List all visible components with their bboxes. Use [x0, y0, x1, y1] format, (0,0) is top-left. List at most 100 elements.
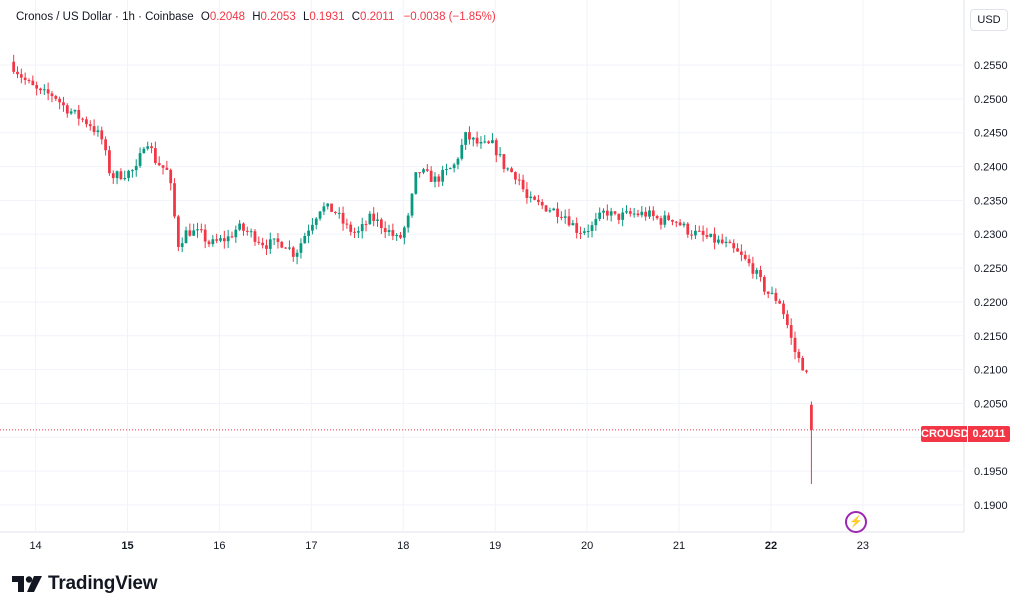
time-tick-label: 20: [581, 540, 593, 552]
open-label: O: [200, 11, 210, 23]
price-tick-label: 0.2500: [974, 94, 1008, 106]
candle-body: [257, 241, 261, 243]
candle-body: [268, 239, 272, 249]
candle-body: [663, 215, 667, 225]
candle: [284, 246, 287, 249]
candle-body: [77, 109, 81, 119]
candle-body: [119, 171, 123, 180]
candle-body: [609, 211, 613, 216]
candle: [353, 227, 356, 238]
candle: [12, 54, 16, 74]
high-value: 0.2053: [260, 11, 296, 23]
candle-body: [65, 105, 69, 114]
candle-body: [625, 211, 628, 213]
candlestick-series: [12, 54, 813, 484]
candle-body: [594, 218, 598, 226]
candle: [540, 199, 544, 210]
candle-body: [728, 241, 732, 244]
candle-body: [219, 238, 222, 241]
currency-button[interactable]: USD: [970, 9, 1008, 31]
candle: [215, 233, 219, 244]
candle: [655, 214, 659, 220]
candle: [498, 147, 502, 158]
candle: [138, 147, 142, 168]
candle: [494, 138, 498, 163]
candle-body: [123, 177, 127, 180]
candle-body: [276, 238, 280, 242]
candle-body: [134, 165, 138, 171]
candle: [234, 225, 238, 243]
candle: [161, 165, 165, 175]
candle-body: [39, 88, 42, 91]
candle-body: [299, 243, 303, 253]
candle-body: [31, 80, 35, 86]
candle: [770, 286, 774, 295]
candle-body: [207, 241, 211, 245]
candle: [318, 210, 322, 221]
candle-body: [797, 351, 801, 358]
candle-body: [383, 228, 387, 233]
candle: [694, 224, 697, 240]
candle: [272, 238, 276, 246]
candle-body: [295, 252, 299, 257]
candle: [23, 72, 27, 85]
candle-body: [395, 235, 399, 237]
change-value: −0.0038 (−1.85%): [403, 11, 496, 23]
candle: [16, 66, 19, 79]
candle: [65, 103, 69, 118]
time-tick-label: 14: [29, 540, 41, 552]
candle-body: [334, 211, 337, 214]
candle-body: [222, 238, 226, 242]
candle: [671, 219, 674, 226]
candle: [774, 288, 778, 305]
candle-body: [682, 223, 686, 226]
candle: [575, 217, 579, 239]
candle: [674, 221, 678, 228]
candle-body: [81, 118, 84, 120]
candle-body: [552, 208, 556, 211]
tradingview-logo[interactable]: TradingView: [12, 573, 158, 595]
price-tick-label: 0.2450: [974, 128, 1008, 140]
candle-body: [234, 229, 238, 238]
candle: [196, 222, 199, 238]
candle: [157, 156, 161, 167]
candle: [571, 219, 575, 226]
candle: [793, 331, 797, 360]
candle: [345, 218, 349, 229]
candle-body: [437, 176, 441, 182]
candle-body: [253, 231, 257, 242]
symbol-title[interactable]: Cronos / US Dollar · 1h · Coinbase: [16, 11, 194, 23]
candle: [801, 355, 805, 371]
candle: [368, 211, 372, 225]
candle-body: [471, 137, 475, 140]
candle: [73, 109, 77, 115]
candle: [257, 236, 261, 245]
candle-body: [215, 239, 219, 241]
candle: [529, 191, 533, 203]
candle-body: [19, 74, 23, 78]
candle-body: [705, 234, 709, 237]
candle-body: [418, 172, 422, 174]
lightning-alert-icon[interactable]: ⚡: [845, 511, 867, 533]
candle: [598, 207, 602, 222]
time-tick-label: 22: [765, 540, 777, 552]
candle-body: [54, 96, 58, 99]
candle-body: [640, 211, 644, 216]
candle: [104, 136, 107, 156]
candle: [184, 226, 188, 244]
candle-body: [138, 153, 142, 166]
candle: [27, 78, 31, 84]
candle: [322, 202, 326, 216]
candle: [456, 157, 460, 170]
candle-body: [291, 247, 295, 257]
candle: [276, 233, 280, 249]
candle-body: [743, 254, 747, 259]
candle-body: [391, 230, 395, 236]
candle: [406, 213, 410, 233]
candle-body: [165, 167, 169, 170]
candle-body: [16, 71, 19, 75]
candle: [460, 138, 464, 161]
candle: [544, 204, 548, 212]
time-tick-label: 15: [121, 540, 133, 552]
